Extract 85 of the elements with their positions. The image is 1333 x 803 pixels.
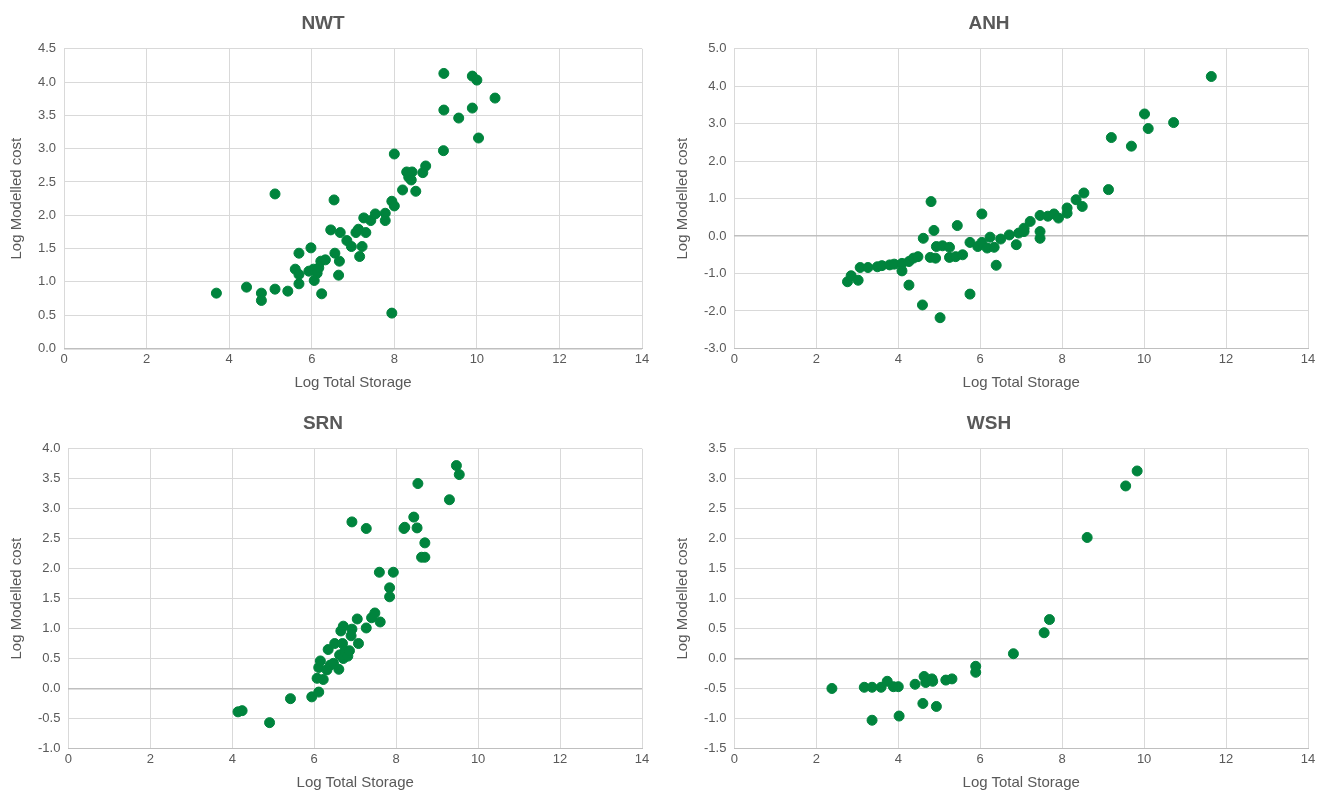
x-tick-label: 6	[310, 750, 318, 766]
y-tick-label: 4.0	[37, 73, 57, 89]
y-tick-label: 1.0	[42, 620, 61, 636]
y-tick-label: 3.0	[708, 115, 727, 131]
y-tick-label: 4.0	[42, 440, 61, 456]
y-tick-label: 3.5	[37, 106, 57, 122]
x-axis-title: Log Total Storage	[296, 773, 414, 791]
y-tick-label: 2.0	[42, 560, 61, 576]
y-tick-label: -0.5	[703, 680, 727, 696]
y-tick-label: 1.0	[708, 590, 727, 606]
x-tick-label: 0	[64, 750, 73, 766]
y-tick-label: 2.0	[708, 530, 727, 546]
y-tick-label: 3.0	[708, 470, 727, 486]
y-tick-label: 3.5	[708, 440, 727, 456]
x-tick-label: 12	[552, 350, 567, 366]
y-tick-label: -2.0	[703, 302, 727, 318]
y-tick-label: 5.0	[708, 40, 727, 56]
x-tick-label: 12	[1218, 350, 1234, 366]
x-tick-label: 2	[143, 350, 151, 366]
x-tick-label: 10	[1136, 350, 1152, 366]
x-tick-label: 0	[60, 350, 68, 366]
y-axis-title: Log Modelled cost	[7, 136, 25, 260]
y-tick-label: -1.0	[703, 265, 727, 281]
y-tick-label: -0.5	[37, 710, 61, 726]
y-tick-label: 3.5	[42, 470, 61, 486]
x-tick-label: 2	[812, 750, 820, 766]
x-tick-label: 12	[552, 750, 568, 766]
chart-title: NWT	[301, 11, 346, 33]
x-tick-label: 0	[730, 350, 739, 366]
y-tick-label: 1.5	[42, 590, 61, 606]
y-tick-label: 0.0	[708, 650, 727, 666]
x-axis-title: Log Total Storage	[962, 773, 1080, 791]
x-tick-label: 14	[634, 750, 650, 766]
x-tick-label: 2	[146, 750, 154, 766]
x-tick-label: 4	[894, 350, 902, 366]
x-axis-title: Log Total Storage	[294, 373, 412, 391]
y-tick-label: 1.0	[37, 273, 57, 289]
x-tick-label: 10	[1136, 750, 1152, 766]
x-tick-label: 10	[469, 350, 485, 366]
y-tick-label: -3.0	[703, 339, 727, 355]
chart-title: WSH	[966, 411, 1012, 433]
y-axis-title: Log Modelled cost	[673, 136, 691, 260]
y-tick-label: -1.0	[37, 739, 61, 755]
x-tick-label: 14	[1300, 750, 1316, 766]
x-tick-label: 4	[228, 750, 236, 766]
y-tick-label: 2.0	[708, 152, 727, 168]
x-tick-label: 14	[1300, 350, 1316, 366]
x-tick-label: 6	[308, 350, 316, 366]
y-tick-label: 0.5	[708, 620, 727, 636]
y-tick-label: 1.5	[37, 240, 57, 256]
x-tick-label: 2	[812, 350, 820, 366]
x-tick-label: 8	[390, 350, 398, 366]
y-tick-label: -1.0	[703, 710, 727, 726]
y-tick-label: 0.5	[42, 650, 61, 666]
y-axis-title: Log Modelled cost	[673, 536, 691, 660]
x-tick-label: 14	[634, 350, 650, 366]
y-tick-label: 0.0	[708, 227, 727, 243]
x-tick-label: 6	[976, 350, 984, 366]
y-axis-title: Log Modelled cost	[7, 536, 25, 660]
y-tick-label: 0.5	[37, 306, 57, 322]
y-tick-label: 1.0	[708, 190, 727, 206]
x-tick-label: 8	[1058, 750, 1066, 766]
y-tick-label: 2.0	[37, 206, 57, 222]
y-tick-label: 4.5	[37, 40, 57, 56]
y-tick-label: -1.5	[703, 739, 727, 755]
x-tick-label: 8	[1058, 350, 1066, 366]
x-tick-label: 8	[392, 750, 400, 766]
x-tick-label: 4	[225, 350, 233, 366]
x-tick-label: 0	[730, 750, 739, 766]
y-tick-label: 1.5	[708, 560, 727, 576]
y-tick-label: 3.0	[42, 500, 61, 516]
y-tick-label: 4.0	[708, 77, 727, 93]
x-tick-label: 12	[1218, 750, 1234, 766]
y-tick-label: 0.0	[37, 339, 57, 355]
chart-title: SRN	[302, 411, 344, 433]
y-tick-label: 0.0	[42, 680, 61, 696]
y-tick-label: 2.5	[708, 500, 727, 516]
x-tick-label: 4	[894, 750, 902, 766]
y-tick-label: 2.5	[42, 530, 61, 546]
y-tick-label: 2.5	[37, 173, 57, 189]
chart-title: ANH	[968, 11, 1010, 33]
x-axis-title: Log Total Storage	[962, 373, 1080, 391]
x-tick-label: 6	[976, 750, 984, 766]
y-tick-label: 3.0	[37, 140, 57, 156]
x-tick-label: 10	[470, 750, 486, 766]
